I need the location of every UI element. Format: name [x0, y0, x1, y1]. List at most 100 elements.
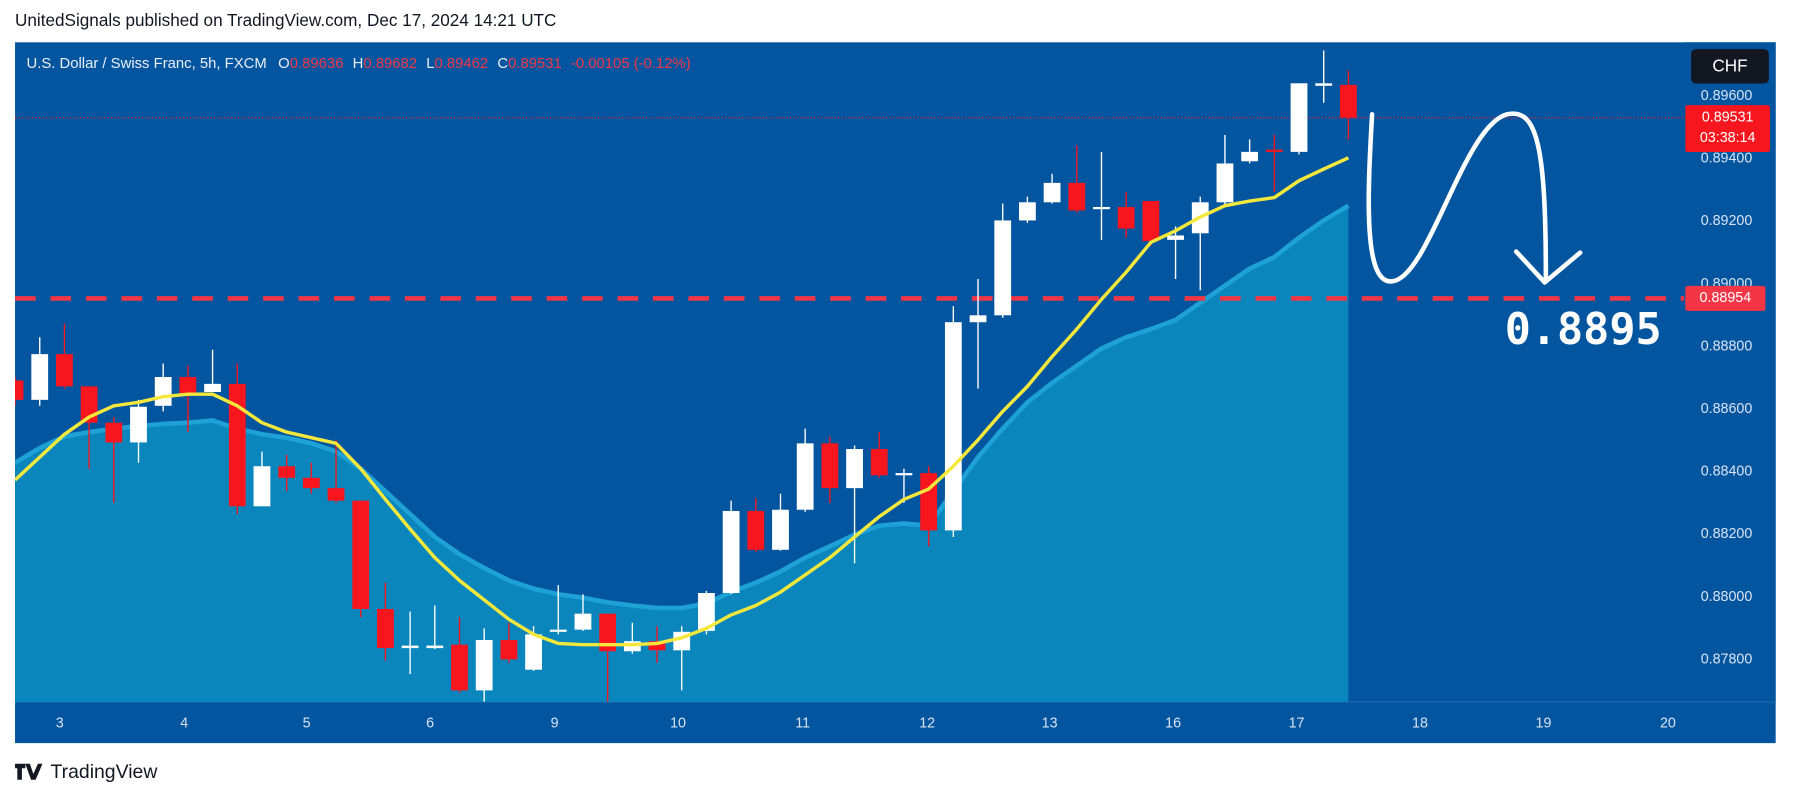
candle-body [599, 613, 617, 652]
x-tick-label: 18 [1412, 715, 1428, 731]
x-tick-label: 20 [1660, 715, 1676, 731]
candle-body [525, 634, 542, 670]
candle-body [302, 477, 320, 489]
brand-name: TradingView [50, 761, 158, 783]
candle-body [352, 500, 370, 609]
candle-body [747, 510, 765, 550]
y-tick-label: 0.88200 [1701, 526, 1753, 542]
price-badge-value: 0.89531 [1702, 110, 1754, 126]
legend-change: -0.00105 (-0.12%) [571, 56, 691, 72]
candle-body [994, 220, 1012, 316]
candle-body [722, 510, 740, 594]
y-tick-label: 0.89200 [1701, 213, 1753, 229]
level-badge [1685, 285, 1766, 311]
y-tick-label: 0.88000 [1701, 589, 1753, 605]
candle-body [1142, 201, 1160, 242]
y-tick-label: 0.89600 [1701, 88, 1753, 104]
candle-body [253, 466, 271, 507]
candle-body [1265, 149, 1283, 152]
candle-body [179, 376, 197, 395]
candle-body [56, 354, 73, 387]
candle-body [944, 322, 962, 531]
candle-body [549, 629, 567, 632]
y-tick-label: 0.89400 [1701, 151, 1753, 167]
candle-body [500, 639, 518, 660]
x-tick-label: 6 [426, 715, 434, 731]
candle-body [772, 509, 789, 550]
candle-body [1019, 202, 1036, 221]
currency-label[interactable]: CHF [1712, 55, 1747, 75]
price-axis [1684, 42, 1776, 702]
legend-label: L [426, 56, 434, 72]
price-badge [1685, 105, 1770, 153]
x-tick-label: 5 [303, 715, 311, 731]
legend-open: 0.89636 [290, 56, 344, 72]
candle-body [1093, 206, 1110, 210]
candle-body [821, 443, 839, 489]
candle-body [574, 613, 592, 630]
candle-body [846, 448, 863, 489]
candle-body [31, 354, 49, 400]
candle-body [475, 639, 493, 691]
x-tick-label: 13 [1042, 715, 1058, 731]
legend-close: 0.89531 [508, 56, 562, 72]
legend: U.S. Dollar / Swiss Franc, 5h, FXCM O0.89… [26, 56, 690, 72]
candle-body [130, 406, 147, 443]
target-annotation: 0.8895 [1505, 305, 1662, 355]
x-tick-label: 4 [180, 715, 188, 731]
candle-body [1068, 182, 1086, 211]
candle-body [204, 383, 221, 393]
candle-body [870, 448, 888, 476]
arrow-head [1513, 249, 1583, 285]
candle-body [154, 376, 172, 406]
x-tick-label: 12 [919, 715, 935, 731]
candle-body [1241, 151, 1259, 162]
currency-badge[interactable] [1691, 49, 1769, 84]
candle-body [1117, 206, 1135, 229]
candle-body [895, 473, 913, 476]
x-tick-label: 16 [1165, 715, 1181, 731]
x-tick-label: 17 [1289, 715, 1305, 731]
area-fill [15, 205, 1349, 702]
candle-body [377, 608, 394, 649]
candle-body [796, 443, 814, 510]
drawn-arrow [1366, 111, 1549, 284]
candle-body [105, 422, 123, 443]
x-tick-label: 11 [795, 715, 810, 731]
legend-high: 0.89682 [363, 56, 417, 72]
candle-body [698, 593, 715, 631]
candle-body [1290, 83, 1308, 152]
candle-body [15, 380, 24, 400]
y-tick-label: 0.88600 [1701, 401, 1753, 417]
candle-body [1043, 182, 1061, 203]
price-countdown: 03:38:14 [1700, 130, 1756, 146]
x-tick-label: 19 [1536, 715, 1552, 731]
x-tick-label: 3 [56, 715, 64, 731]
legend-low: 0.89462 [434, 56, 488, 72]
candle-body [426, 645, 444, 649]
candle-body [451, 644, 468, 691]
level-badge-value: 0.88954 [1700, 290, 1752, 306]
candle-body [1315, 83, 1333, 86]
candle-body [401, 645, 419, 649]
candle-body [1340, 84, 1357, 118]
candle-body [648, 641, 666, 651]
ma-line [15, 156, 1350, 647]
x-tick-label: 10 [670, 715, 686, 731]
y-tick-label: 0.88400 [1701, 464, 1753, 480]
candle-body [327, 488, 345, 501]
publisher-line: UnitedSignals published on TradingView.c… [15, 10, 556, 30]
tradingview-logo [15, 763, 43, 780]
candle-body [1167, 235, 1184, 240]
candle-body [969, 315, 987, 323]
candle-body [1216, 163, 1234, 203]
legend-label: O [278, 56, 290, 72]
x-tick-label: 9 [551, 715, 559, 731]
axes: 0.896000.894000.892000.890000.888000.886… [56, 88, 1770, 731]
candle-body [278, 466, 296, 478]
y-tick-label: 0.87800 [1701, 651, 1753, 667]
y-tick-label: 0.88800 [1701, 338, 1753, 354]
legend-label: C [497, 56, 508, 72]
